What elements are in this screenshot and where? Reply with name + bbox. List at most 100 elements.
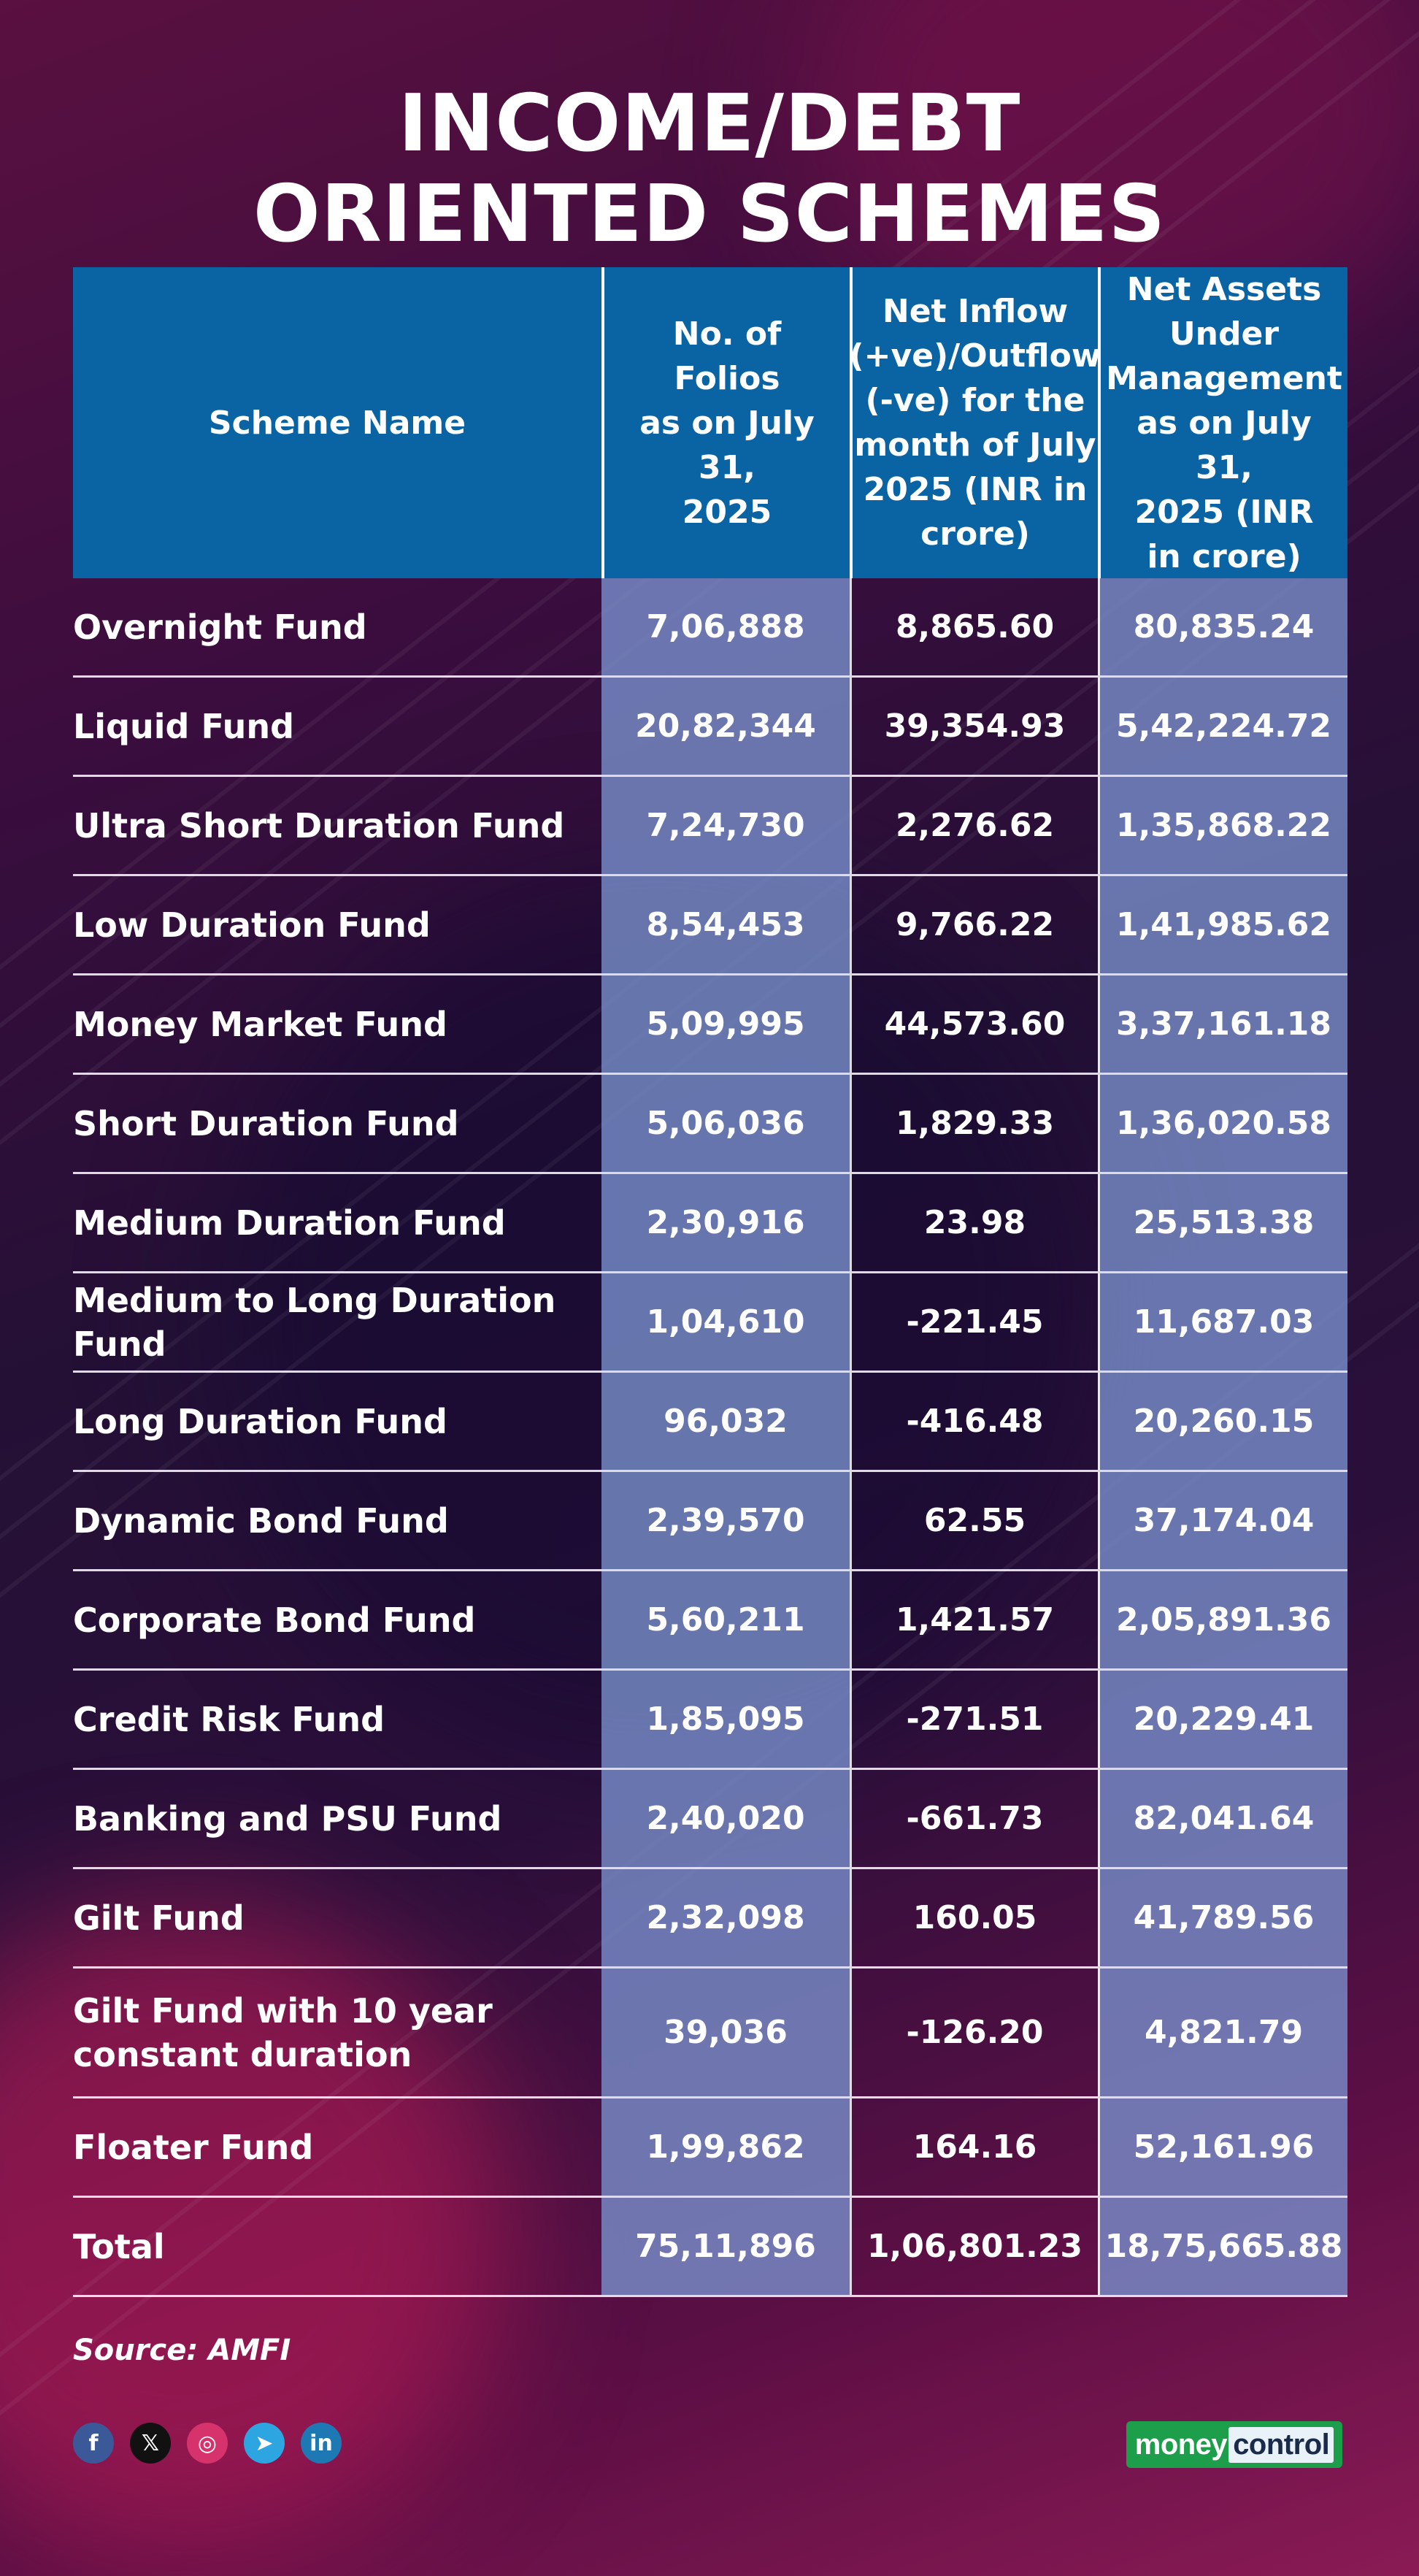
x-icon[interactable]: 𝕏: [130, 2423, 171, 2464]
table-header: Scheme Name No. of Folios as on July 31, 2…: [73, 267, 1347, 578]
table-row: Banking and PSU Fund 2,40,020 -661.73 82,04…: [73, 1770, 1347, 1869]
net-inflow-cell: 1,829.33: [850, 1075, 1098, 1172]
net-inflow-cell: 62.55: [850, 1472, 1098, 1569]
net-inflow-cell: -221.45: [850, 1273, 1098, 1371]
title-line-1: INCOME/DEBT: [398, 78, 1021, 169]
net-inflow-cell: 1,421.57: [850, 1571, 1098, 1668]
header-scheme-name: Scheme Name: [73, 267, 601, 578]
header-line: Net Inflow: [882, 293, 1069, 330]
header-line: 2025 (INR: [1134, 493, 1314, 531]
header-line: as on July 31,: [639, 404, 815, 486]
scheme-name-cell: Credit Risk Fund: [73, 1699, 385, 1739]
net-aum-cell: 5,42,224.72: [1098, 678, 1347, 775]
net-inflow-cell: 44,573.60: [850, 975, 1098, 1073]
table-body: Overnight Fund 7,06,888 8,865.60 80,835.24 L…: [73, 578, 1347, 2297]
header-net-aum: Net Assets Under Management as on July 31, 2…: [1098, 267, 1347, 578]
scheme-name-cell: Corporate Bond Fund: [73, 1600, 476, 1640]
net-aum-cell: 82,041.64: [1098, 1770, 1347, 1867]
header-line: Scheme Name: [208, 404, 466, 442]
net-aum-cell: 80,835.24: [1098, 578, 1347, 675]
social-links: f 𝕏 ◎ ➤ in: [73, 2423, 342, 2464]
social-glyph: f: [88, 2430, 99, 2456]
table-row: Dynamic Bond Fund 2,39,570 62.55 37,174.04: [73, 1472, 1347, 1571]
social-glyph: in: [309, 2430, 333, 2456]
folios-cell: 8,54,453: [601, 876, 850, 973]
net-aum-cell: 20,229.41: [1098, 1671, 1347, 1768]
table-row: Credit Risk Fund 1,85,095 -271.51 20,229.41: [73, 1671, 1347, 1770]
table-row: Low Duration Fund 8,54,453 9,766.22 1,41,98…: [73, 876, 1347, 975]
page-title: INCOME/DEBT ORIENTED SCHEMES: [0, 79, 1419, 260]
table-row: Overnight Fund 7,06,888 8,865.60 80,835.24: [73, 578, 1347, 678]
net-inflow-cell: 164.16: [850, 2098, 1098, 2196]
net-inflow-cell: 23.98: [850, 1174, 1098, 1271]
net-aum-cell: 11,687.03: [1098, 1273, 1347, 1371]
social-glyph: ◎: [197, 2430, 218, 2456]
header-line: No. of Folios: [672, 315, 782, 397]
brand-part-1: money: [1134, 2428, 1228, 2461]
brand-logo[interactable]: money control: [1126, 2421, 1342, 2468]
table-row: Liquid Fund 20,82,344 39,354.93 5,42,224.72: [73, 678, 1347, 777]
net-aum-cell: 4,821.79: [1098, 1969, 1347, 2096]
table-row: Floater Fund 1,99,862 164.16 52,161.96: [73, 2098, 1347, 2198]
net-aum-cell: 20,260.15: [1098, 1373, 1347, 1470]
header-folios: No. of Folios as on July 31, 2025: [601, 267, 850, 578]
table-row: Long Duration Fund 96,032 -416.48 20,260.15: [73, 1373, 1347, 1472]
folios-cell: 7,06,888: [601, 578, 850, 675]
table-row: Short Duration Fund 5,06,036 1,829.33 1,36,…: [73, 1075, 1347, 1174]
net-inflow-cell: 160.05: [850, 1869, 1098, 1966]
scheme-name-cell: Gilt Fund with 10 year constant duration: [73, 1990, 493, 2074]
header-line: Management: [1106, 359, 1342, 397]
net-aum-cell: 41,789.56: [1098, 1869, 1347, 1966]
folios-cell: 20,82,344: [601, 678, 850, 775]
scheme-name-cell: Medium to Long Duration Fund: [73, 1280, 556, 1364]
scheme-name-cell: Medium Duration Fund: [73, 1203, 506, 1243]
folios-cell: 5,60,211: [601, 1571, 850, 1668]
net-aum-cell: 1,36,020.58: [1098, 1075, 1347, 1172]
net-inflow-cell: 9,766.22: [850, 876, 1098, 973]
net-aum-cell: 25,513.38: [1098, 1174, 1347, 1271]
net-aum-cell: 37,174.04: [1098, 1472, 1347, 1569]
header-line: (+ve)/Outflow: [849, 337, 1101, 375]
title-line-2: ORIENTED SCHEMES: [253, 169, 1166, 260]
brand-part-2: control: [1228, 2426, 1334, 2463]
table-row: Gilt Fund with 10 year constant duration…: [73, 1969, 1347, 2098]
header-line: month of July: [854, 426, 1096, 464]
table-row: Medium to Long Duration Fund 1,04,610 -221…: [73, 1273, 1347, 1373]
header-line: 2025 (INR in: [863, 471, 1088, 508]
header-net-inflow: Net Inflow (+ve)/Outflow (-ve) for the mont…: [849, 267, 1101, 578]
folios-cell: 96,032: [601, 1373, 850, 1470]
net-aum-cell: 18,75,665.88: [1098, 2198, 1347, 2295]
linkedin-icon[interactable]: in: [301, 2423, 342, 2464]
scheme-name-cell: Overnight Fund: [73, 607, 367, 647]
table-row: Money Market Fund 5,09,995 44,573.60 3,37,1…: [73, 975, 1347, 1075]
scheme-name-cell: Low Duration Fund: [73, 905, 431, 945]
telegram-icon[interactable]: ➤: [244, 2423, 285, 2464]
scheme-name-cell: Liquid Fund: [73, 706, 295, 746]
net-aum-cell: 2,05,891.36: [1098, 1571, 1347, 1668]
header-line: in crore): [1147, 537, 1301, 575]
table-row: Ultra Short Duration Fund 7,24,730 2,276.6…: [73, 777, 1347, 876]
facebook-icon[interactable]: f: [73, 2423, 114, 2464]
table-row: Corporate Bond Fund 5,60,211 1,421.57 2,05,…: [73, 1571, 1347, 1671]
net-inflow-cell: -271.51: [850, 1671, 1098, 1768]
header-line: crore): [920, 515, 1030, 553]
scheme-name-cell: Floater Fund: [73, 2127, 314, 2167]
net-inflow-cell: 2,276.62: [850, 777, 1098, 874]
net-aum-cell: 1,41,985.62: [1098, 876, 1347, 973]
instagram-icon[interactable]: ◎: [187, 2423, 228, 2464]
net-aum-cell: 1,35,868.22: [1098, 777, 1347, 874]
scheme-name-cell: Gilt Fund: [73, 1898, 245, 1938]
net-inflow-cell: -126.20: [850, 1969, 1098, 2096]
table-row: Total 75,11,896 1,06,801.23 18,75,665.88: [73, 2198, 1347, 2297]
folios-cell: 2,39,570: [601, 1472, 850, 1569]
folios-cell: 5,09,995: [601, 975, 850, 1073]
net-inflow-cell: -416.48: [850, 1373, 1098, 1470]
folios-cell: 2,30,916: [601, 1174, 850, 1271]
folios-cell: 7,24,730: [601, 777, 850, 874]
folios-cell: 2,32,098: [601, 1869, 850, 1966]
scheme-name-cell: Money Market Fund: [73, 1004, 447, 1044]
scheme-name-cell: Ultra Short Duration Fund: [73, 805, 565, 846]
folios-cell: 2,40,020: [601, 1770, 850, 1867]
net-inflow-cell: -661.73: [850, 1770, 1098, 1867]
table-row: Medium Duration Fund 2,30,916 23.98 25,513.…: [73, 1174, 1347, 1273]
